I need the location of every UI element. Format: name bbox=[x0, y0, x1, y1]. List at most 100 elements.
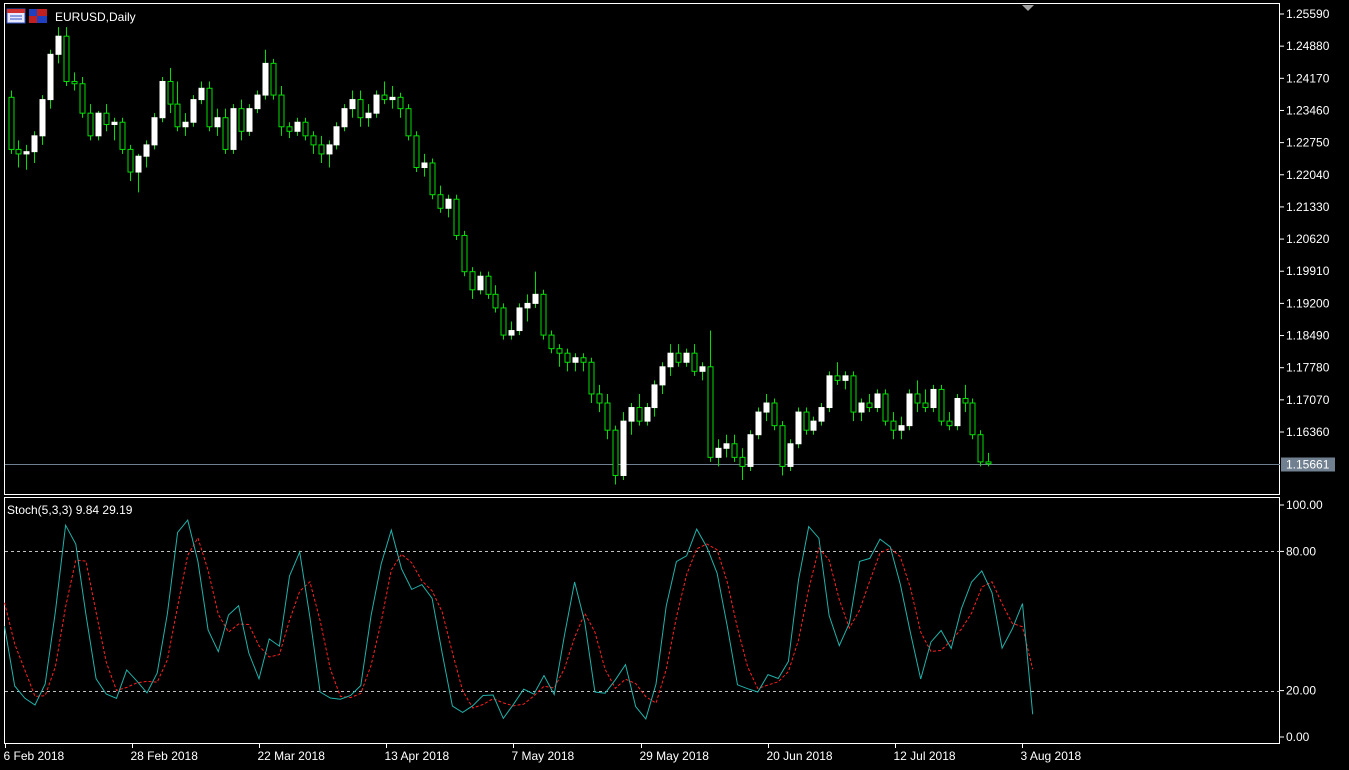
candle bbox=[906, 389, 913, 431]
candle-body-bear bbox=[596, 393, 603, 404]
candle bbox=[651, 380, 658, 417]
candle-body-bull bbox=[667, 352, 674, 368]
candle bbox=[405, 104, 412, 141]
date-label: 7 May 2018 bbox=[512, 749, 575, 763]
candle bbox=[222, 108, 229, 154]
candle-body-bear bbox=[850, 375, 857, 413]
candle bbox=[469, 267, 476, 299]
candle-body-bear bbox=[882, 393, 889, 422]
candle-body-bear bbox=[500, 307, 507, 336]
candle-body-bull bbox=[135, 155, 142, 173]
candle-body-bear bbox=[453, 198, 460, 236]
candle bbox=[198, 81, 205, 105]
candle bbox=[866, 393, 873, 413]
candle bbox=[151, 113, 158, 150]
candle-body-bull bbox=[787, 443, 794, 467]
candle-body-bear bbox=[803, 411, 810, 431]
candle-body-bear bbox=[127, 148, 134, 173]
chart-window-icon[interactable] bbox=[6, 8, 26, 24]
price-tick-label: 1.24880 bbox=[1286, 39, 1330, 53]
candle bbox=[723, 434, 730, 458]
stoch-tick-label: 100.00 bbox=[1286, 498, 1323, 512]
price-tick-label: 1.18490 bbox=[1286, 329, 1330, 343]
candle bbox=[962, 384, 969, 413]
candle-body-bear bbox=[238, 108, 245, 132]
candle bbox=[580, 353, 587, 372]
candle-body-bear bbox=[946, 420, 953, 427]
candle-body-bear bbox=[103, 112, 110, 126]
candle-body-bull bbox=[906, 393, 913, 427]
candle bbox=[779, 421, 786, 476]
candle bbox=[946, 412, 953, 431]
candle bbox=[167, 67, 174, 114]
candle-body-bull bbox=[659, 366, 666, 386]
candle-body-bear bbox=[87, 112, 94, 137]
price-tick-label: 1.25590 bbox=[1286, 7, 1330, 21]
price-tick-label: 1.20620 bbox=[1286, 232, 1330, 246]
candle-body-bear bbox=[310, 135, 317, 146]
date-label: 22 Mar 2018 bbox=[258, 749, 326, 763]
symbol-title: EURUSD,Daily bbox=[55, 10, 136, 24]
candle-body-bull bbox=[95, 112, 102, 137]
stoch-main-line bbox=[4, 519, 1034, 720]
candle-body-bull bbox=[326, 144, 333, 155]
candle-body-bear bbox=[691, 352, 698, 372]
candle-body-bear bbox=[938, 388, 945, 422]
candle-body-bull bbox=[628, 407, 635, 422]
candle-body-bear bbox=[492, 293, 499, 309]
candle-body-bull bbox=[874, 393, 881, 409]
candle bbox=[182, 113, 189, 136]
candle bbox=[341, 104, 348, 132]
candle-body-bear bbox=[580, 357, 587, 363]
candle-body-bull bbox=[747, 434, 754, 467]
candle-body-bull bbox=[198, 87, 205, 101]
candle bbox=[699, 362, 706, 381]
candle-body-bear bbox=[922, 402, 929, 409]
candle-body-bear bbox=[79, 83, 86, 114]
candle bbox=[977, 430, 984, 467]
candle-body-bear bbox=[8, 96, 15, 150]
candle-body-bull bbox=[214, 117, 221, 128]
candle bbox=[429, 158, 436, 200]
candle bbox=[612, 425, 619, 485]
candle-body-bear bbox=[675, 352, 682, 363]
candle-body-bull bbox=[190, 99, 197, 123]
candle bbox=[850, 371, 857, 422]
stoch-tick-label: 80.00 bbox=[1286, 544, 1316, 558]
candle bbox=[357, 90, 364, 127]
candle-body-bull bbox=[683, 352, 690, 363]
candle bbox=[278, 86, 285, 136]
candle bbox=[159, 76, 166, 123]
candle-body-bear bbox=[866, 402, 873, 409]
candle-body-bull bbox=[858, 402, 865, 413]
candle bbox=[508, 321, 515, 340]
candle bbox=[437, 185, 444, 213]
price-tick-label: 1.23460 bbox=[1286, 103, 1330, 117]
date-label: 3 Aug 2018 bbox=[1021, 749, 1082, 763]
bid-price-label: 1.15661 bbox=[1286, 458, 1330, 472]
chart-shift-marker[interactable] bbox=[1022, 5, 1034, 11]
candle-body-bear bbox=[707, 366, 714, 458]
candle-body-bear bbox=[429, 162, 436, 196]
stoch-signal-line bbox=[4, 536, 1034, 709]
candle-body-bear bbox=[381, 94, 388, 101]
candle bbox=[246, 104, 253, 136]
candle-body-bear bbox=[731, 443, 738, 458]
candle-body-bull bbox=[930, 388, 937, 409]
bid-label-box bbox=[1281, 457, 1335, 472]
flag-icon[interactable] bbox=[29, 9, 47, 23]
price-tick-label: 1.24170 bbox=[1286, 71, 1330, 85]
candle bbox=[326, 140, 333, 168]
candle bbox=[659, 362, 666, 394]
candle bbox=[771, 398, 778, 431]
candle-body-bear bbox=[556, 348, 563, 354]
date-label: 29 May 2018 bbox=[640, 749, 710, 763]
stoch-tick-label: 20.00 bbox=[1286, 684, 1316, 698]
candle-body-bull bbox=[954, 397, 961, 427]
candle-body-bull bbox=[898, 425, 905, 431]
candle bbox=[421, 153, 428, 177]
price-tick-label: 1.22040 bbox=[1286, 168, 1330, 182]
candle-body-bear bbox=[604, 402, 611, 431]
candle-body-bear bbox=[15, 148, 22, 155]
